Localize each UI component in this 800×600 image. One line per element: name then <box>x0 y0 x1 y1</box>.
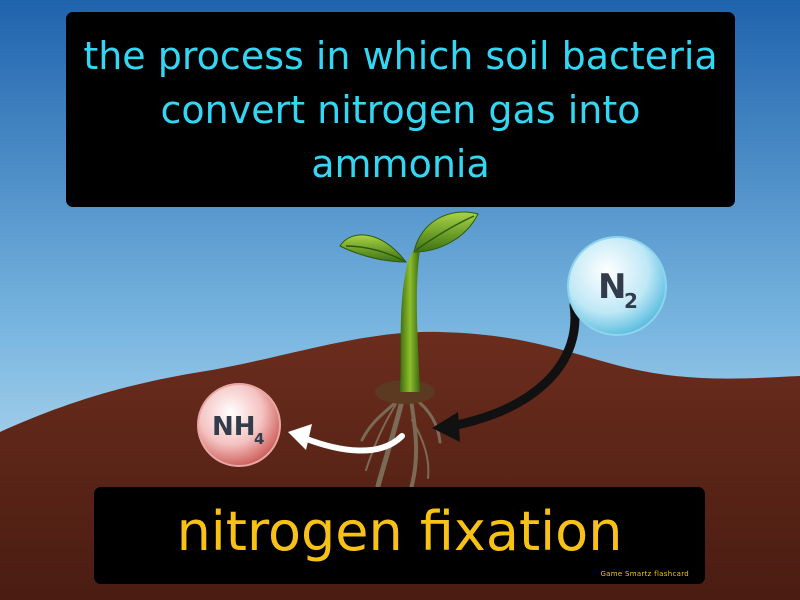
ammonium-molecule-icon: NH 4 <box>197 383 281 467</box>
watermark-text: Game Smartz flashcard <box>600 570 689 578</box>
term-panel: nitrogen fixation Game Smartz flashcard <box>94 487 705 584</box>
seedling-illustration <box>339 211 479 392</box>
arrow-icon <box>288 424 405 454</box>
nitrogen-molecule-icon: N 2 <box>567 236 667 336</box>
definition-panel: the process in which soil bacteria conve… <box>66 12 735 207</box>
arrow-icon <box>432 300 580 442</box>
term-title: nitrogen fixation <box>176 499 623 563</box>
nitrogen-symbol: N <box>598 267 626 307</box>
ammonium-subscript: 4 <box>254 430 264 448</box>
definition-text: the process in which soil bacteria conve… <box>83 33 718 186</box>
ammonium-symbol: NH <box>212 412 256 442</box>
nitrogen-subscript: 2 <box>624 289 638 313</box>
